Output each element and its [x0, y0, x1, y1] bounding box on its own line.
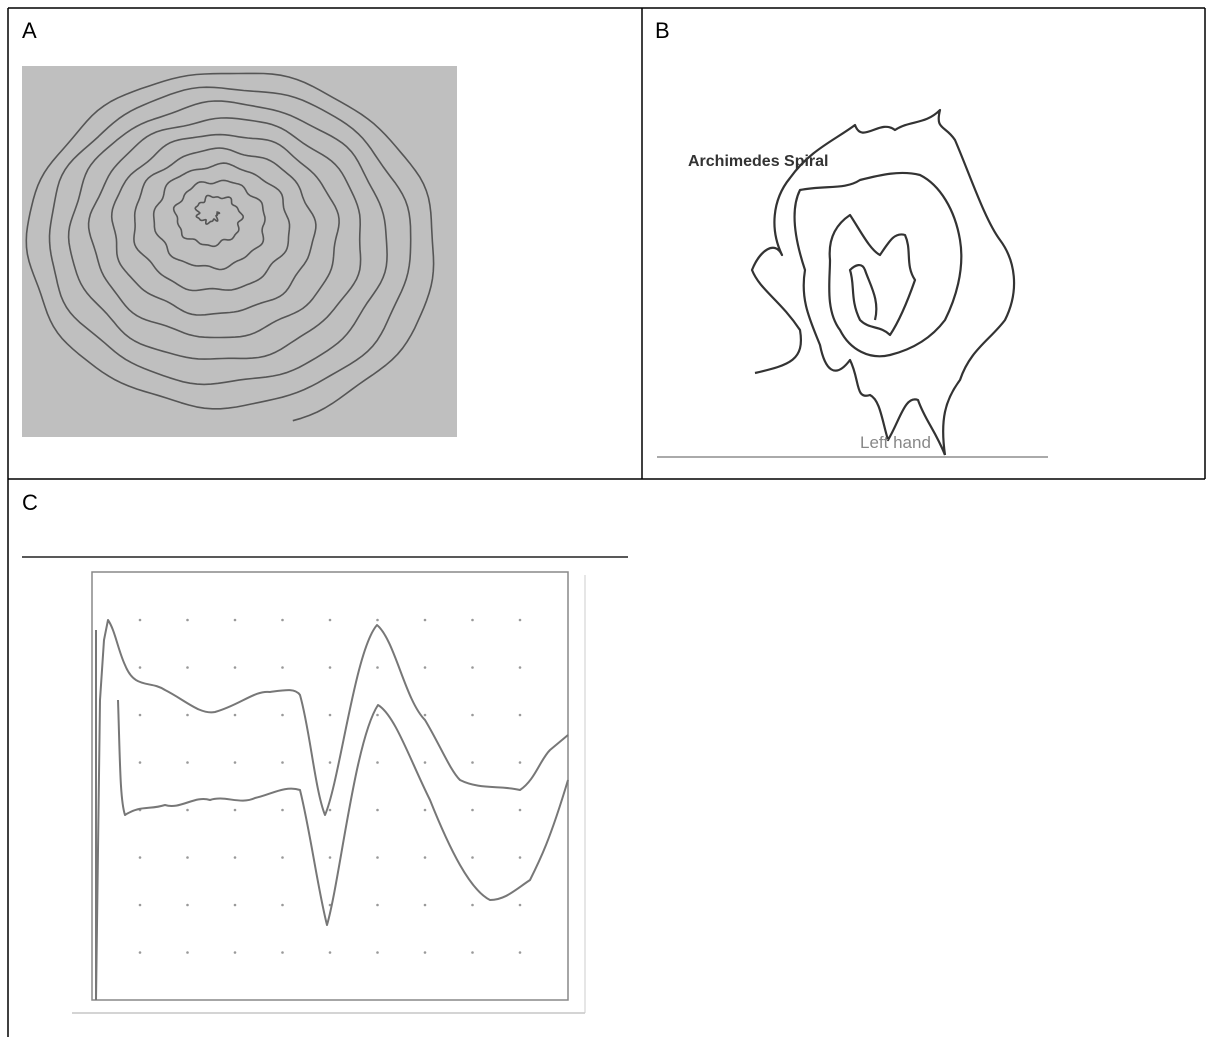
grid-dot: [234, 856, 237, 859]
grid-dot: [329, 666, 332, 669]
grid-dot: [186, 714, 189, 717]
grid-dot: [519, 809, 522, 812]
grid-dot: [234, 761, 237, 764]
grid-dot: [139, 761, 142, 764]
grid-dot: [471, 666, 474, 669]
grid-dot: [424, 856, 427, 859]
grid-dot: [519, 619, 522, 622]
grid-dot: [139, 619, 142, 622]
grid-dot: [424, 951, 427, 954]
grid-dot: [281, 761, 284, 764]
grid-dot: [424, 666, 427, 669]
grid-dot: [186, 761, 189, 764]
grid-dot: [186, 619, 189, 622]
grid-dot: [281, 856, 284, 859]
grid-dot: [281, 666, 284, 669]
grid-dot: [234, 951, 237, 954]
trace-frame: [92, 572, 568, 1000]
grid-dot: [281, 809, 284, 812]
grid-dot: [471, 761, 474, 764]
waveform: [118, 700, 568, 925]
grid-dot: [424, 809, 427, 812]
grid-dot: [186, 904, 189, 907]
grid-dot: [376, 666, 379, 669]
panel-label: A: [22, 18, 37, 43]
grid-dot: [519, 951, 522, 954]
grid-dot: [471, 619, 474, 622]
grid-dot: [424, 714, 427, 717]
grid-dot: [329, 856, 332, 859]
figure: A B C Archimedes Spiral Left hand: [0, 0, 1209, 1037]
grid-dot: [139, 904, 142, 907]
grid-dot: [376, 904, 379, 907]
grid-dot: [519, 714, 522, 717]
grid-dot: [376, 714, 379, 717]
grid-dot: [471, 809, 474, 812]
waveform: [96, 620, 568, 1000]
grid-dot: [139, 666, 142, 669]
dot-grid: [139, 619, 522, 954]
grid-dot: [329, 761, 332, 764]
grid-dot: [329, 809, 332, 812]
drawing-caption: Left hand: [860, 433, 931, 452]
grid-dot: [376, 951, 379, 954]
grid-dot: [471, 856, 474, 859]
grid-dot: [519, 761, 522, 764]
grid-dot: [139, 714, 142, 717]
drawing-title: Archimedes Spiral: [688, 153, 829, 170]
grid-dot: [329, 619, 332, 622]
grid-dot: [186, 809, 189, 812]
panel-label: B: [655, 18, 670, 43]
grid-dot: [139, 856, 142, 859]
grid-dot: [281, 619, 284, 622]
panel-label: C: [22, 490, 38, 515]
grid-dot: [234, 809, 237, 812]
grid-dot: [139, 951, 142, 954]
grid-dot: [424, 761, 427, 764]
grid-dot: [376, 856, 379, 859]
grid-dot: [424, 904, 427, 907]
grid-dot: [234, 714, 237, 717]
grid-dot: [519, 904, 522, 907]
grid-dot: [471, 951, 474, 954]
grid-dot: [376, 761, 379, 764]
grid-dot: [281, 904, 284, 907]
grid-dot: [234, 666, 237, 669]
grid-dot: [519, 856, 522, 859]
grid-dot: [281, 714, 284, 717]
grid-dot: [471, 904, 474, 907]
grid-dot: [519, 666, 522, 669]
grid-dot: [424, 619, 427, 622]
page: A B C Archimedes Spiral Left hand (() =>…: [0, 0, 1209, 1037]
grid-dot: [376, 809, 379, 812]
grid-dot: [234, 904, 237, 907]
grid-dot: [186, 856, 189, 859]
grid-dot: [234, 619, 237, 622]
grid-dot: [186, 666, 189, 669]
grid-dot: [471, 714, 474, 717]
grid-dot: [376, 619, 379, 622]
grid-dot: [186, 951, 189, 954]
grid-dot: [329, 951, 332, 954]
grid-dot: [329, 714, 332, 717]
grid-dot: [281, 951, 284, 954]
